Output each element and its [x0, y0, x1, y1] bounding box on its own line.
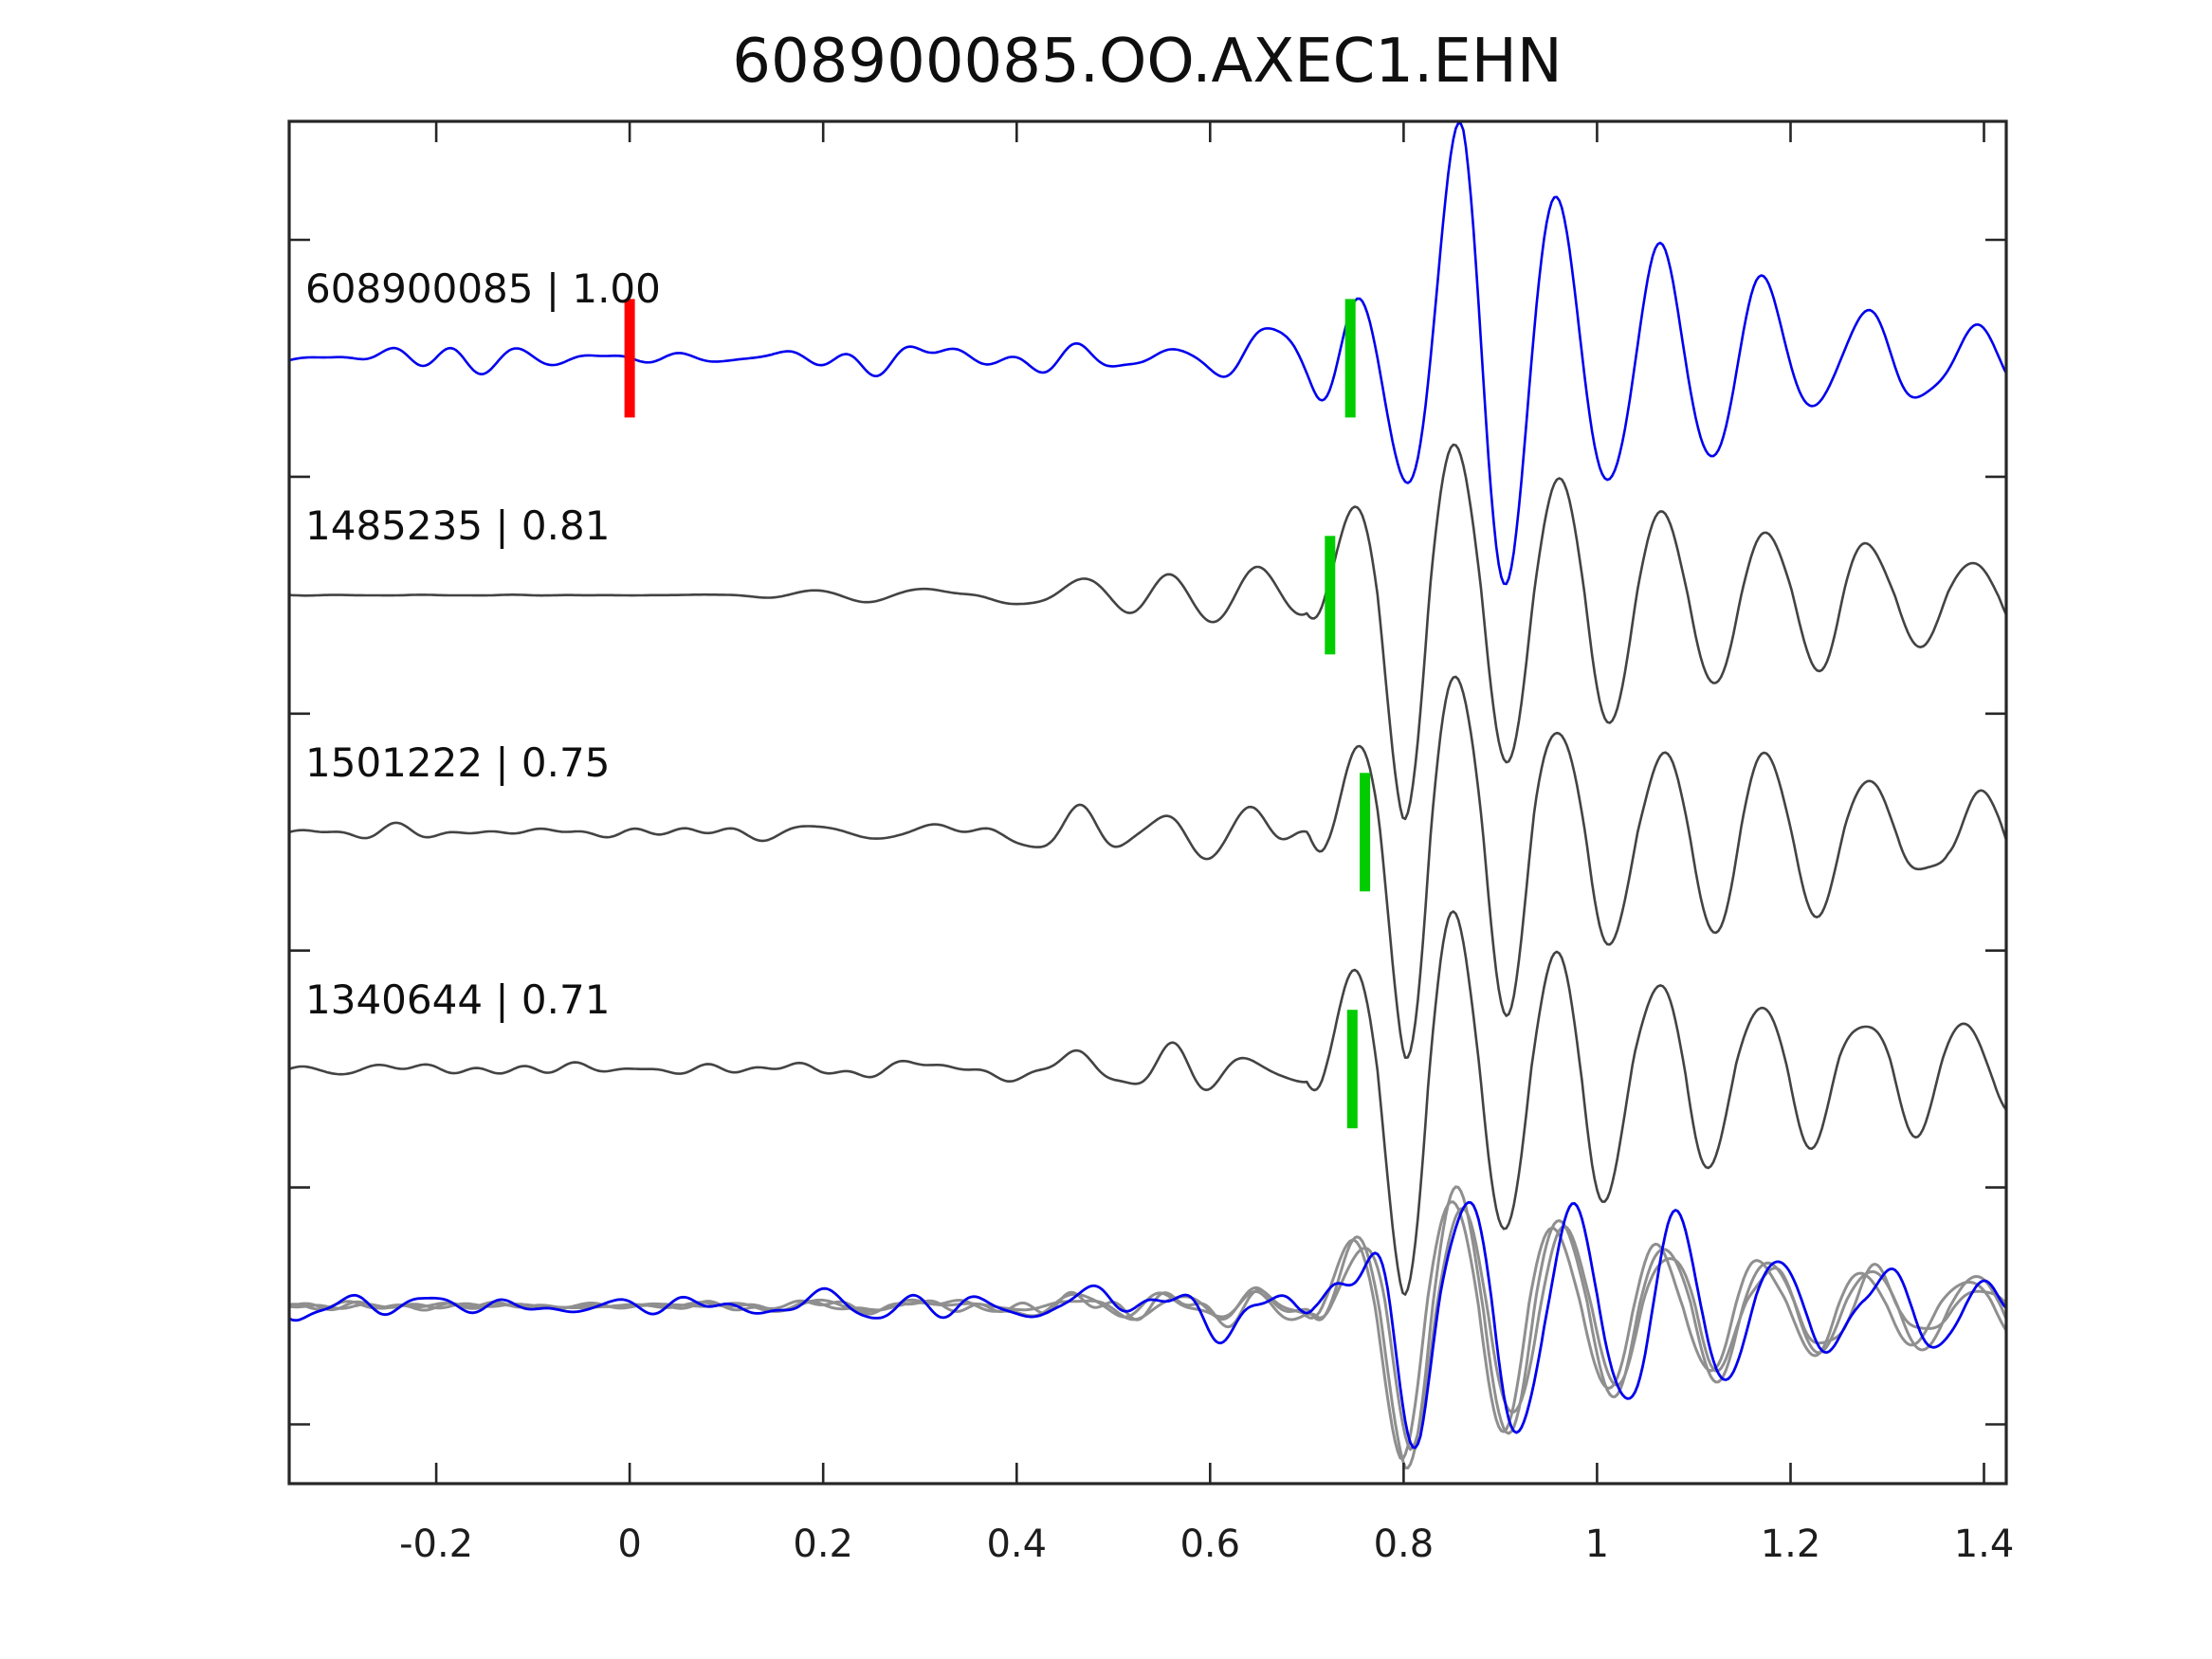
xtick-label-0.2: 0.2 [793, 1522, 853, 1566]
pick-marker-608900085 [1344, 299, 1356, 418]
xtick-label--0.2: -0.2 [399, 1522, 473, 1566]
pick-marker-1340644 [1346, 1010, 1358, 1129]
trace-label-candidate-2: 1501222 | 0.75 [305, 739, 610, 786]
trace-label-candidate-3: 1340644 | 0.71 [305, 976, 610, 1023]
xtick-label-0: 0 [617, 1522, 641, 1566]
xtick-label-0.8: 0.8 [1374, 1522, 1435, 1566]
plot-title: 608900085.OO.AXEC1.EHN [732, 27, 1563, 97]
pick-markers-layer [624, 299, 1371, 1129]
waveform-1485235 [289, 443, 2006, 821]
waveform-overlay-reference [289, 1200, 2006, 1449]
axes-frame [287, 119, 2008, 1486]
trace-label-reference: 608900085 | 1.00 [305, 265, 661, 312]
xtick-label-1.2: 1.2 [1761, 1522, 1821, 1566]
xtick-label-1.4: 1.4 [1954, 1522, 2015, 1566]
trace-label-candidate-1: 1485235 | 0.81 [305, 502, 610, 549]
waveform-overlay-candidate-3 [289, 1207, 2006, 1451]
xtick-label-1: 1 [1585, 1522, 1609, 1566]
origin-time-marker-608900085 [624, 299, 635, 418]
traces-layer [289, 121, 2006, 1469]
pick-marker-1501222 [1360, 773, 1371, 892]
xtick-labels-layer: -0.2 0 0.2 0.4 0.6 0.8 1 1.2 1.4 [399, 1522, 2014, 1566]
pick-marker-1485235 [1325, 536, 1336, 655]
waveform-608900085 [289, 121, 2006, 586]
xtick-label-0.6: 0.6 [1179, 1522, 1240, 1566]
waveform-overlay-candidate-2 [289, 1200, 2006, 1461]
axes-ticks-layer [289, 121, 2006, 1484]
waveform-1501222 [289, 675, 2006, 1059]
xtick-label-0.4: 0.4 [986, 1522, 1047, 1566]
waveform-1340644 [289, 910, 2006, 1296]
